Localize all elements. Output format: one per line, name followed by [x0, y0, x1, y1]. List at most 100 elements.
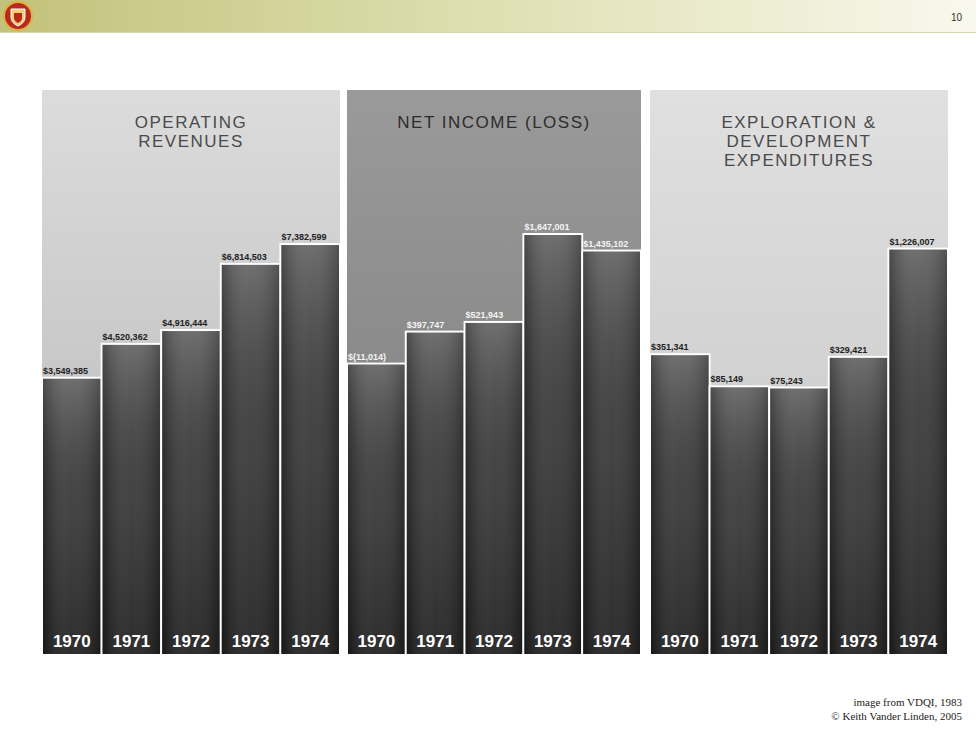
bar-side-shade: [524, 235, 581, 654]
bar: [710, 386, 770, 655]
slide-number: 10: [951, 12, 963, 23]
panel-title-line: EXPLORATION &: [721, 113, 876, 132]
panel-background: [650, 90, 948, 655]
panel-title-line: DEVELOPMENT: [727, 132, 872, 151]
bar: [829, 357, 889, 655]
bars: [42, 244, 340, 655]
logo: [4, 2, 32, 30]
data-label: $329,421: [830, 345, 868, 355]
footer-text: image from VDQI, 1983: [853, 696, 962, 708]
labels: $3,549,385 1970 $4,520,362 1971 $4,916,444 19…: [43, 232, 330, 651]
panel-background: [42, 90, 340, 655]
category-label: 1972: [780, 632, 818, 651]
bar-side-shade: [889, 250, 947, 654]
bar-shade: [651, 355, 709, 654]
category-label: 1970: [357, 632, 395, 651]
bar-shade: [583, 252, 640, 654]
category-label: 1973: [840, 632, 878, 651]
category-label: 1972: [475, 632, 513, 651]
data-label: $4,916,444: [162, 318, 207, 328]
bar: [523, 234, 582, 655]
data-label: $85,149: [711, 374, 744, 384]
header-rule: [0, 32, 976, 33]
bar-side-shade: [222, 265, 280, 654]
category-label: 1974: [899, 632, 937, 651]
bars: [650, 249, 948, 655]
bar-shade: [222, 265, 280, 654]
data-label: $(11,014): [348, 352, 386, 362]
panel-title: OPERATINGREVENUES: [135, 113, 247, 151]
category-label: 1974: [593, 632, 631, 651]
panel-title: EXPLORATION &DEVELOPMENTEXPENDITURES: [721, 113, 876, 170]
bar-side-shade: [711, 387, 769, 654]
bar-shade: [711, 387, 769, 654]
bar-side-shade: [103, 345, 161, 654]
bar-side-shade: [281, 245, 339, 654]
category-label: 1970: [661, 632, 699, 651]
bar: [465, 322, 524, 655]
panel-title-line: EXPENDITURES: [724, 151, 874, 170]
category-label: 1973: [232, 632, 270, 651]
category-label: 1971: [720, 632, 758, 651]
header-bar: [0, 0, 976, 32]
category-label: 1974: [291, 632, 329, 651]
data-label: $397,747: [407, 320, 445, 330]
bar-side-shade: [466, 323, 523, 654]
data-label: $4,520,362: [103, 332, 148, 342]
category-label: 1972: [172, 632, 210, 651]
bar: [582, 251, 641, 655]
bar-shade: [770, 389, 828, 654]
bar: [280, 244, 340, 655]
bar-shade: [162, 331, 220, 654]
bar-shade: [466, 323, 523, 654]
data-label: $6,814,503: [222, 252, 267, 262]
slide: 10 image from VDQI, 1983 © Keith Vander Li…: [0, 0, 976, 736]
panel-title-line: NET INCOME (LOSS): [397, 113, 590, 132]
bar: [888, 249, 948, 655]
bar-shade: [830, 358, 888, 654]
bar-shade: [407, 333, 464, 654]
bar-side-shade: [770, 389, 828, 654]
bar: [161, 330, 221, 655]
bar: [650, 354, 710, 655]
panel: OPERATINGREVENUES $3,549,385 1970 $4,520,36…: [42, 90, 340, 655]
data-label: $7,382,599: [281, 232, 326, 242]
bar-side-shade: [348, 365, 405, 654]
panel-title-line: OPERATING: [135, 113, 247, 132]
labels: $351,341 1970 $85,149 1971 $75,243 1972 $329,4…: [651, 237, 938, 651]
bar-shade: [524, 235, 581, 654]
bar: [42, 378, 102, 655]
bar-side-shade: [162, 331, 220, 654]
panel-title-line: REVENUES: [138, 132, 244, 151]
data-label: $75,243: [770, 376, 803, 386]
bar: [102, 344, 162, 655]
footer-text: © Keith Vander Linden, 2005: [831, 710, 962, 722]
bars: [347, 234, 641, 655]
data-label: $3,549,385: [43, 366, 88, 376]
bar-shade: [889, 250, 947, 654]
category-label: 1970: [53, 632, 91, 651]
bar-side-shade: [830, 358, 888, 654]
bar: [221, 264, 281, 655]
labels: $(11,014) 1970 $397,747 1971 $521,943 1972 $1,…: [348, 222, 631, 651]
data-label: $521,943: [466, 310, 504, 320]
category-label: 1971: [112, 632, 150, 651]
category-label: 1973: [534, 632, 572, 651]
bar: [347, 364, 406, 655]
bar-side-shade: [651, 355, 709, 654]
data-label: $1,435,102: [583, 239, 628, 249]
data-label: $1,226,007: [889, 237, 934, 247]
panel: EXPLORATION &DEVELOPMENTEXPENDITURES $351…: [650, 90, 948, 655]
logo-shield: [11, 9, 25, 26]
bar-side-shade: [407, 333, 464, 654]
bar-side-shade: [583, 252, 640, 654]
bar-shade: [281, 245, 339, 654]
bar: [769, 388, 829, 655]
bar-side-shade: [43, 379, 101, 654]
data-label: $351,341: [651, 342, 689, 352]
bar: [406, 332, 465, 655]
bar-shade: [348, 365, 405, 654]
logo-inner: [14, 13, 22, 23]
category-label: 1971: [416, 632, 454, 651]
data-label: $1,647,001: [524, 222, 569, 232]
